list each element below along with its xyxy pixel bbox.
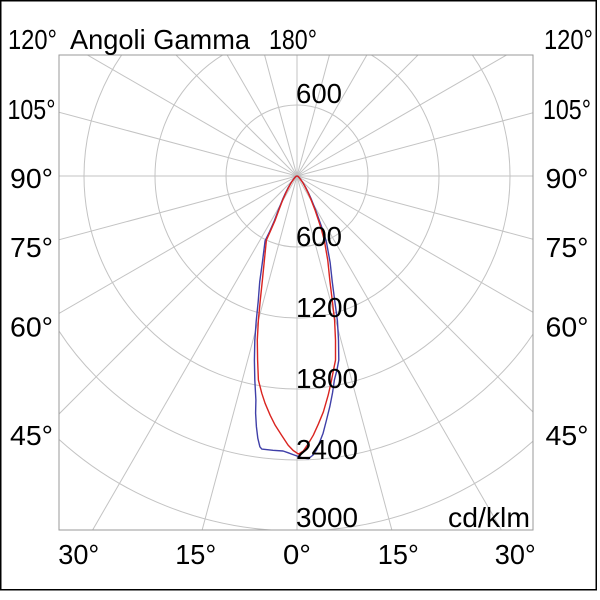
red-curve	[256, 175, 337, 455]
gamma-label-bottom-15: 15°	[378, 539, 419, 570]
gamma-label-bottom-0: 0°	[283, 539, 311, 570]
gamma-label-right-90: 90°	[546, 163, 589, 194]
grid-ray-285	[59, 175, 298, 241]
gamma-label-right-105: 105°	[543, 94, 591, 125]
plot-frame	[58, 54, 534, 531]
gamma-label-top-left: 120°	[8, 24, 57, 55]
grid-ray-210	[226, 55, 298, 177]
grid-ray-45	[296, 175, 533, 413]
gamma-label-bottom-30: 30°	[58, 539, 99, 570]
grid-ray-120	[296, 55, 508, 177]
gamma-label-left-75: 75°	[10, 232, 53, 263]
grid-ray-15	[296, 175, 393, 530]
radial-label-1800: 1800	[296, 363, 358, 394]
gamma-label-right-75: 75°	[546, 232, 589, 263]
gamma-label-left-45: 45°	[10, 420, 53, 451]
grid-ray-255	[59, 111, 298, 177]
grid-ray-195	[264, 55, 298, 177]
grid-ray-315	[59, 175, 298, 415]
grid-ray-345	[201, 175, 298, 530]
gamma-label-top-right: 120°	[544, 24, 593, 55]
grid-ray-330	[92, 175, 298, 530]
grid-ray-150	[296, 55, 368, 177]
grid-ray-165	[296, 55, 330, 177]
gamma-label-left-105: 105°	[8, 94, 56, 125]
chart-title: Angoli Gamma	[70, 24, 250, 55]
radial-label-600: 600	[296, 221, 342, 252]
gamma-label-bottom-15: 15°	[175, 539, 216, 570]
gamma-label-right-60: 60°	[546, 311, 589, 342]
radial-label-3000: 3000	[296, 502, 358, 533]
radial-label-2400: 2400	[296, 434, 358, 465]
intensity-curves	[253, 175, 340, 460]
grid-ray-30	[296, 175, 502, 530]
grid-ray-75	[296, 175, 533, 240]
gamma-label-180: 180°	[269, 24, 317, 55]
gamma-label-left-60: 60°	[10, 311, 53, 342]
radial-label-1200: 1200	[296, 292, 358, 323]
grid-ray-105	[296, 112, 533, 177]
gamma-label-right-45: 45°	[546, 420, 589, 451]
grid-ray-135	[296, 55, 419, 177]
grid-ray-225	[175, 55, 298, 177]
unit-label: cd/klm	[448, 502, 530, 533]
grid-ray-300	[59, 175, 298, 314]
gamma-label-bottom-30: 30°	[495, 539, 536, 570]
axis-labels: 120° Angoli Gamma 180° 120° cd/klm 105° 1…	[8, 24, 594, 570]
radial-label-600-above: 600	[296, 78, 342, 109]
grid-ray-60	[296, 175, 533, 313]
gamma-label-left-90: 90°	[10, 163, 53, 194]
grid-ray-240	[86, 55, 298, 177]
